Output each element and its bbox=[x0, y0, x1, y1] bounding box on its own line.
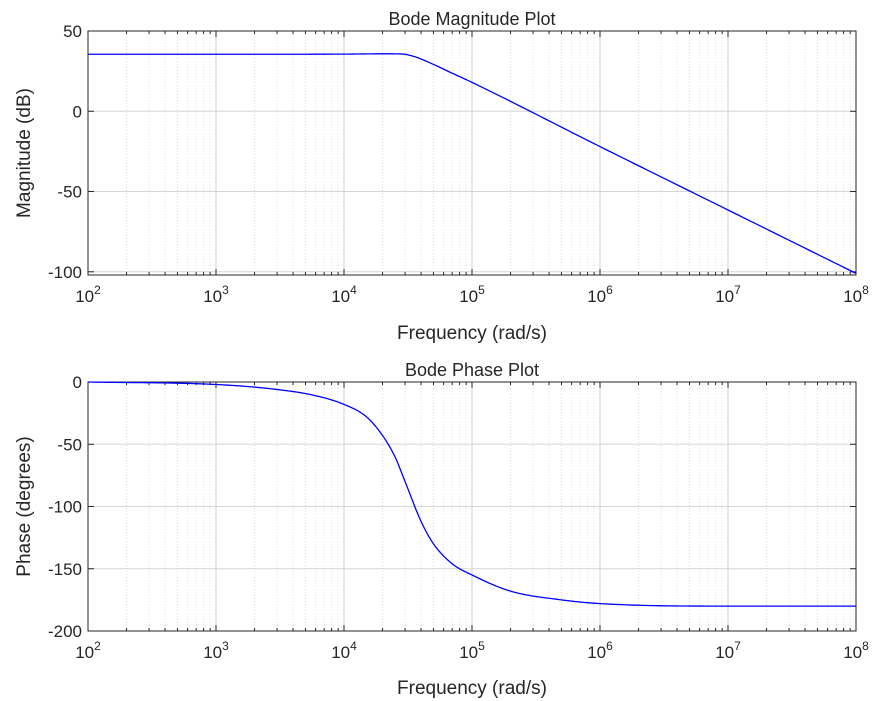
phase-x-tick-label: 104 bbox=[331, 639, 357, 662]
phase-y-tick-label: -50 bbox=[57, 435, 82, 454]
phase-y-tick-label: -150 bbox=[48, 560, 82, 579]
mag-x-axis-label: Frequency (rad/s) bbox=[397, 323, 547, 344]
mag-x-tick-label: 104 bbox=[331, 283, 357, 306]
mag-y-tick-label: -100 bbox=[48, 263, 82, 282]
phase-x-tick-label-exponent: 7 bbox=[734, 639, 741, 653]
mag-x-tick-label-base: 10 bbox=[715, 287, 734, 306]
mag-x-tick-label-exponent: 4 bbox=[350, 283, 357, 297]
mag-x-tick-label-base: 10 bbox=[459, 287, 478, 306]
mag-x-tick-label-base: 10 bbox=[203, 287, 222, 306]
mag-x-tick-label-base: 10 bbox=[587, 287, 606, 306]
phase-x-tick-label-exponent: 3 bbox=[222, 639, 229, 653]
mag-x-tick-label-exponent: 5 bbox=[478, 283, 485, 297]
mag-x-tick-label-base: 10 bbox=[75, 287, 94, 306]
mag-x-tick-label: 105 bbox=[459, 283, 485, 306]
phase-chart: 102 103 104 105 106 107 1080-50-100-150-200Bod… bbox=[14, 360, 869, 699]
phase-x-tick-label-exponent: 6 bbox=[606, 639, 613, 653]
mag-y-tick-label: -50 bbox=[57, 183, 82, 202]
mag-x-tick-label-exponent: 3 bbox=[222, 283, 229, 297]
phase-x-tick-label: 106 bbox=[587, 639, 613, 662]
mag-x-tick-label-exponent: 7 bbox=[734, 283, 741, 297]
mag-x-tick-label: 106 bbox=[587, 283, 613, 306]
phase-x-tick-label-base: 10 bbox=[843, 643, 862, 662]
mag-x-tick-label-base: 10 bbox=[843, 287, 862, 306]
phase-chart-title: Bode Phase Plot bbox=[405, 360, 539, 380]
phase-series-line bbox=[87, 381, 856, 607]
phase-x-tick-label-base: 10 bbox=[587, 643, 606, 662]
phase-x-tick-label: 108 bbox=[843, 639, 869, 662]
phase-x-tick-label: 107 bbox=[715, 639, 741, 662]
phase-y-axis-label: Phase (degrees) bbox=[14, 436, 35, 576]
phase-y-tick-label: -200 bbox=[48, 622, 82, 641]
mag-x-tick-label: 108 bbox=[843, 283, 869, 306]
phase-x-tick-label: 103 bbox=[203, 639, 229, 662]
phase-x-axis-label: Frequency (rad/s) bbox=[397, 678, 547, 699]
mag-x-tick-label-base: 10 bbox=[331, 287, 350, 306]
phase-x-tick-label: 105 bbox=[459, 639, 485, 662]
mag-y-tick-label: 0 bbox=[73, 102, 82, 121]
phase-y-tick-label: 0 bbox=[73, 373, 82, 392]
mag-x-tick-label: 102 bbox=[75, 283, 101, 306]
mag-x-tick-label-exponent: 6 bbox=[606, 283, 613, 297]
mag-y-tick-label: 50 bbox=[63, 22, 82, 41]
mag-chart-title: Bode Magnitude Plot bbox=[388, 9, 555, 29]
phase-x-tick-label-base: 10 bbox=[459, 643, 478, 662]
mag-x-tick-label: 107 bbox=[715, 283, 741, 306]
mag-x-tick-label-exponent: 8 bbox=[862, 283, 869, 297]
phase-x-tick-label-exponent: 5 bbox=[478, 639, 485, 653]
mag-y-axis-label: Magnitude (dB) bbox=[14, 88, 35, 218]
phase-x-tick-label-base: 10 bbox=[203, 643, 222, 662]
mag-series-line bbox=[88, 53, 857, 274]
phase-x-tick-label-base: 10 bbox=[715, 643, 734, 662]
phase-x-tick-label-base: 10 bbox=[75, 643, 94, 662]
phase-y-tick-label: -100 bbox=[48, 498, 82, 517]
phase-x-tick-label: 102 bbox=[75, 639, 101, 662]
phase-x-tick-label-exponent: 2 bbox=[94, 639, 101, 653]
mag-x-tick-label: 103 bbox=[203, 283, 229, 306]
phase-x-tick-label-exponent: 4 bbox=[350, 639, 357, 653]
mag-x-tick-label-exponent: 2 bbox=[94, 283, 101, 297]
phase-x-tick-label-exponent: 8 bbox=[862, 639, 869, 653]
phase-x-tick-label-base: 10 bbox=[331, 643, 350, 662]
